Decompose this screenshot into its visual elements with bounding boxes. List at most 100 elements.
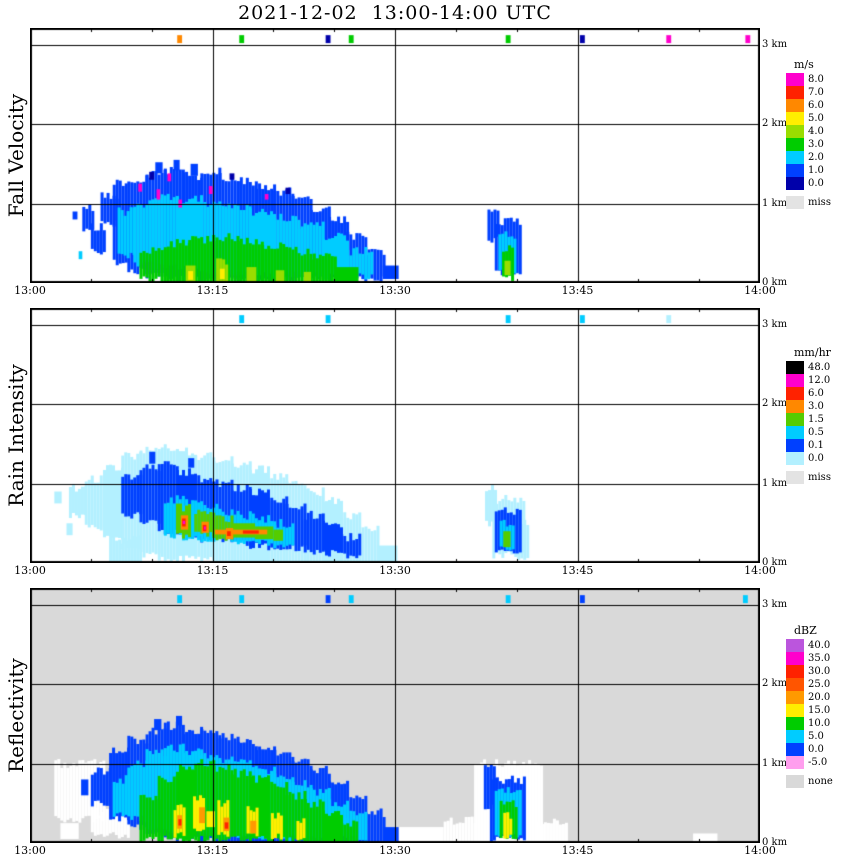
colorbar-label: 1.0: [808, 165, 824, 176]
colorbar-label: 3.0: [808, 139, 824, 150]
height-tick-label: 3 km: [762, 598, 788, 610]
colorbar-label: 5.0: [808, 113, 824, 124]
colorbar-swatch: [786, 426, 804, 439]
colorbar-unit: mm/hr: [794, 346, 831, 359]
colorbar-row: 0.0: [786, 743, 848, 756]
colorbar-row: 7.0: [786, 86, 848, 99]
colorbar-swatch: [786, 112, 804, 125]
height-tick-label: 1 km: [762, 757, 788, 769]
panel-rain-intensity: Rain Intensity 3 km 2 km 1 km 0 km 13:00 13:…: [0, 308, 850, 588]
colorbar-label: none: [808, 776, 833, 787]
colorbar-swatch: [786, 413, 804, 426]
colorbar-label: 3.0: [808, 401, 824, 412]
time-tick-label: 13:45: [561, 844, 594, 857]
colorbar-swatch: [786, 361, 804, 374]
colorbar-label: 4.0: [808, 126, 824, 137]
time-tick-label: 14:00: [744, 844, 776, 857]
y-axis-title-fall-velocity: Fall Velocity: [4, 93, 28, 218]
colorbar-row: 0.0: [786, 452, 848, 465]
colorbar-row: 4.0: [786, 125, 848, 138]
colorbar-row: 5.0: [786, 730, 848, 743]
colorbar-unit: dBZ: [794, 624, 817, 637]
colorbar-swatch: [786, 164, 804, 177]
colorbar-label: 15.0: [808, 705, 831, 716]
time-tick-label: 13:00: [14, 844, 46, 857]
colorbar-swatch: [786, 73, 804, 86]
colorbar-label: 5.0: [808, 731, 824, 742]
colorbar-swatch: [786, 374, 804, 387]
colorbar-swatch: [786, 151, 804, 164]
colorbar-row: 40.0: [786, 639, 848, 652]
colorbar-row: 30.0: [786, 665, 848, 678]
colorbar-label: 0.0: [808, 178, 824, 189]
colorbar-label: miss: [808, 472, 831, 483]
colorbar-label: 0.0: [808, 453, 824, 464]
colorbar-row: 0.0: [786, 177, 848, 190]
time-tick-label: 13:00: [14, 564, 46, 577]
colorbar-label: 0.0: [808, 744, 824, 755]
colorbar-swatch: [786, 743, 804, 756]
colorbar-row: 1.0: [786, 164, 848, 177]
colorbar-row: -5.0: [786, 756, 848, 769]
height-tick-label: 2 km: [762, 118, 788, 130]
colorbar-row: none: [786, 775, 848, 788]
colorbar-label: 30.0: [808, 666, 831, 677]
colorbar-row: 35.0: [786, 652, 848, 665]
y-axis-title-rain-intensity: Rain Intensity: [4, 364, 28, 507]
time-tick-label: 13:30: [379, 284, 411, 297]
colorbar-label: 20.0: [808, 692, 831, 703]
height-tick-label: 0 km: [762, 837, 788, 848]
colorbar-scale: 40.0 35.0 30.0 25.0 20.0 15.0 10.0 5.0 0.0 -5.0 no…: [786, 639, 848, 788]
time-tick-label: 13:30: [379, 564, 411, 577]
colorbar-label: 25.0: [808, 679, 831, 690]
colorbar-row: 10.0: [786, 717, 848, 730]
colorbar-swatch: [786, 439, 804, 452]
colorbar-label: 2.0: [808, 152, 824, 163]
colorbar-label: 7.0: [808, 87, 824, 98]
height-tick-label: 2 km: [762, 398, 788, 410]
colorbar-swatch: [786, 652, 804, 665]
colorbar-label: 40.0: [808, 640, 831, 651]
colorbar-scale: 48.0 12.0 6.0 3.0 1.5 0.5 0.1 0.0 miss: [786, 361, 848, 484]
panel-reflectivity: Reflectivity 3 km 2 km 1 km 0 km 13:00 13:15…: [0, 588, 850, 868]
colorbar-swatch: [786, 775, 804, 788]
colorbar-swatch: [786, 452, 804, 465]
colorbar-swatch: [786, 717, 804, 730]
colorbar-label: miss: [808, 197, 831, 208]
colorbar-unit: m/s: [794, 58, 814, 71]
colorbar-row: 5.0: [786, 112, 848, 125]
time-tick-label: 13:45: [561, 284, 594, 297]
height-tick-label: 1 km: [762, 477, 788, 489]
y-axis-title-reflectivity: Reflectivity: [4, 658, 28, 773]
time-tick-label: 13:15: [196, 564, 229, 577]
colorbar-swatch: [786, 125, 804, 138]
colorbar-swatch: [786, 471, 804, 484]
colorbar-row: 8.0: [786, 73, 848, 86]
colorbar-row: 15.0: [786, 704, 848, 717]
rain-intensity-heatmap: [30, 308, 760, 563]
colorbar-row: 25.0: [786, 678, 848, 691]
colorbar-label: 0.5: [808, 427, 824, 438]
colorbar-label: 6.0: [808, 388, 824, 399]
page-title: 2021-12-02 13:00-14:00 UTC: [238, 2, 552, 24]
colorbar-row: 3.0: [786, 400, 848, 413]
colorbar-row: miss: [786, 196, 848, 209]
colorbar-swatch: [786, 730, 804, 743]
colorbar-label: -5.0: [808, 757, 828, 768]
colorbar-label: 0.1: [808, 440, 824, 451]
colorbar-swatch: [786, 138, 804, 151]
colorbar-label: 8.0: [808, 74, 824, 85]
colorbar-reflectivity: dBZ 40.0 35.0 30.0 25.0 20.0 15.0 10.0 5.0 0.0 -5…: [786, 624, 848, 788]
height-tick-label: 3 km: [762, 318, 788, 330]
colorbar-swatch: [786, 99, 804, 112]
time-tick-label: 13:00: [14, 284, 46, 297]
colorbar-swatch: [786, 387, 804, 400]
colorbar-swatch: [786, 704, 804, 717]
colorbar-row: 0.5: [786, 426, 848, 439]
colorbar-label: 6.0: [808, 100, 824, 111]
time-tick-label: 14:00: [744, 284, 776, 297]
colorbar-row: 12.0: [786, 374, 848, 387]
colorbar-swatch: [786, 86, 804, 99]
colorbar-swatch: [786, 639, 804, 652]
height-tick-label: 2 km: [762, 678, 788, 690]
